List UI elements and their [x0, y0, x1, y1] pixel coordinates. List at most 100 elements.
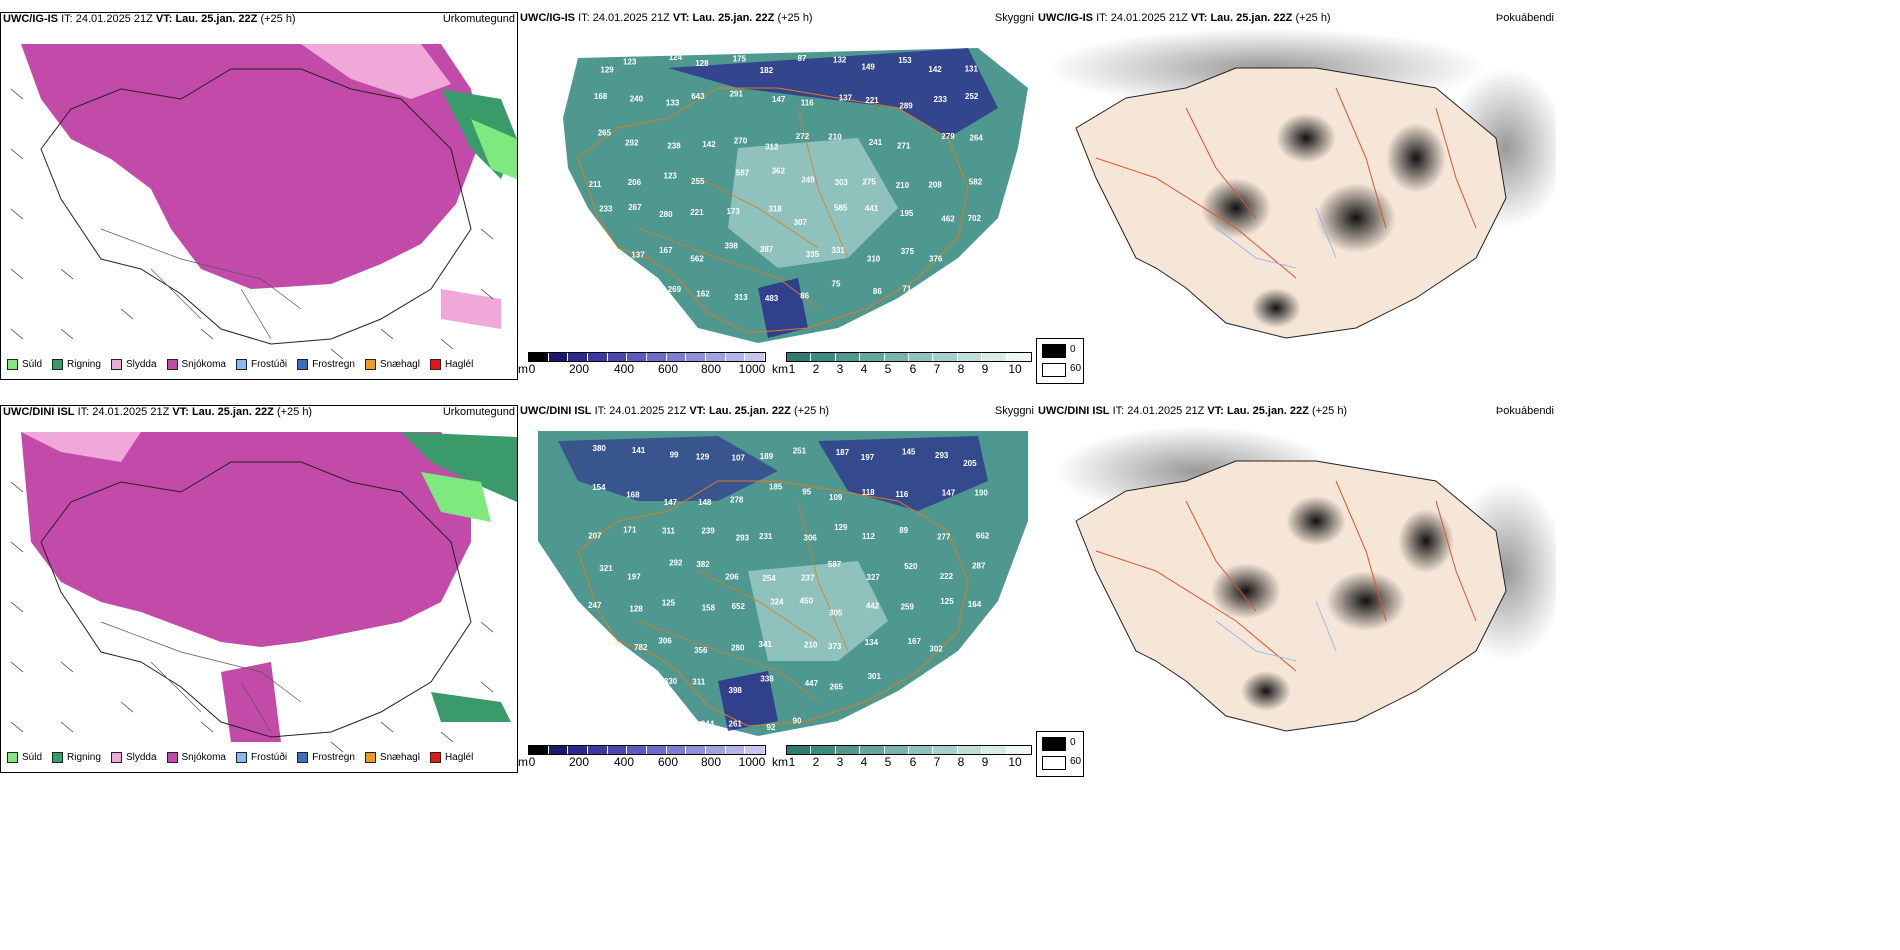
ceiling-label: 293 — [935, 451, 949, 460]
fog-legend-high: 0 — [1070, 344, 1076, 355]
ceiling-label: 313 — [734, 293, 748, 302]
ceiling-label: 132 — [833, 56, 847, 65]
ceiling-label: 99 — [670, 451, 679, 460]
legend-swatch — [52, 359, 64, 370]
ceiling-label: 255 — [691, 177, 705, 186]
ceiling-label: 75 — [832, 279, 841, 288]
fog-legend-swatch-high — [1042, 737, 1066, 751]
visibility-colorbar-row2: km 1 2 3 4 5 6 7 8 9 10 — [772, 745, 1036, 769]
ceiling-label: 168 — [594, 92, 608, 101]
ceiling-label: 145 — [902, 448, 916, 457]
ceiling-label: 272 — [796, 132, 810, 141]
ceiling-label: 270 — [734, 136, 748, 145]
ceiling-label: 293 — [736, 533, 750, 542]
ceiling-colorbar-segment — [529, 746, 549, 754]
vt-prefix: VT: — [672, 12, 690, 24]
it-value: 24.01.2025 21Z — [1127, 405, 1205, 417]
fog-legend-swatch-low — [1042, 363, 1066, 377]
ceiling-label: 129 — [600, 66, 614, 75]
visibility-tick: 1 — [788, 755, 796, 769]
ceiling-label: 277 — [937, 532, 951, 541]
lead-time: (+25 h) — [793, 405, 830, 417]
legend-item: Snæhagl — [364, 752, 420, 763]
panel-header: UWC/IG-IS IT: 24.01.2025 21Z VT: Lau. 25… — [520, 12, 1036, 26]
ceiling-label: 280 — [659, 210, 673, 219]
ceiling-label: 483 — [765, 294, 779, 303]
visibility-colorbar-segment — [957, 746, 983, 754]
ceiling-label: 142 — [702, 140, 716, 149]
ceiling-label: 662 — [976, 532, 990, 541]
ceiling-colorbar-row2: m 0 200 400 600 800 1000 — [518, 745, 768, 769]
ceiling-label: 643 — [691, 92, 705, 101]
ceiling-colorbar-strip — [528, 745, 766, 755]
ceiling-label: 520 — [904, 562, 918, 571]
vt-prefix: VT: — [155, 13, 173, 25]
ceiling-label: 189 — [760, 452, 774, 461]
ceiling-colorbar-segment — [745, 746, 766, 754]
ceiling-label: 109 — [829, 493, 843, 502]
ceiling-colorbar-segment — [725, 746, 746, 754]
lead-time: (+25 h) — [276, 406, 313, 418]
ceiling-label: 148 — [698, 498, 712, 507]
fog-legend-swatch-low — [1042, 756, 1066, 770]
visibility-colorbar-segment — [933, 353, 958, 361]
ceiling-label: 123 — [664, 172, 678, 181]
fog-legend-row1: 0 60 — [1036, 338, 1084, 384]
ceiling-label: 163 — [940, 688, 954, 697]
ceiling-label: 124 — [669, 53, 683, 62]
ceiling-label: 131 — [965, 64, 979, 73]
ceiling-label: 158 — [702, 603, 716, 612]
legend-label: Slydda — [125, 752, 157, 763]
visibility-tick: 4 — [860, 362, 868, 376]
legend-item: Súld — [7, 752, 42, 763]
legend-label: Frostúði — [250, 359, 288, 370]
visibility-colorbar-segment — [811, 746, 836, 754]
visibility-unit: km — [772, 362, 788, 376]
ceiling-label: 587 — [736, 168, 750, 177]
ceiling-label: 582 — [969, 178, 983, 187]
ceiling-colorbar-segment — [686, 353, 707, 361]
ceiling-label: 462 — [941, 214, 955, 223]
visibility-colorbar-segment — [982, 746, 1007, 754]
it-prefix: IT: — [1096, 12, 1108, 24]
ceiling-label: 338 — [760, 675, 774, 684]
ceiling-label: 291 — [730, 90, 744, 99]
legend-swatch — [364, 359, 376, 370]
visibility-map-row2: 380 141 99 129 107 189 251 187 197 145 293 205 154 16… — [518, 421, 1036, 741]
ceiling-colorbar-segment — [568, 746, 589, 754]
visibility-colorbar-segment — [884, 746, 910, 754]
visibility-tick: 2 — [812, 755, 820, 769]
ceiling-label: 252 — [965, 92, 979, 101]
ceiling-colorbar-segment — [706, 353, 726, 361]
visibility-colorbar-segment — [787, 353, 812, 361]
visibility-tick: 3 — [836, 755, 844, 769]
legend-swatch — [166, 359, 178, 370]
ceiling-label: 264 — [970, 133, 984, 142]
ceiling-label: 311 — [662, 527, 675, 536]
legend-swatch — [52, 752, 64, 763]
ceiling-tick: 0 — [528, 755, 536, 769]
ceiling-label: 442 — [866, 601, 880, 610]
legend-label: Frostúði — [250, 752, 288, 763]
ceiling-tick: 1000 — [738, 362, 766, 376]
precip-map-row2 — [1, 422, 517, 756]
ceiling-label: 241 — [869, 138, 883, 147]
ceiling-label: 128 — [695, 59, 709, 68]
ceiling-label: 249 — [801, 175, 815, 184]
visibility-colorbar-segment — [982, 353, 1007, 361]
ceiling-label: 149 — [862, 63, 876, 72]
ceiling-label: 239 — [701, 527, 715, 536]
ceiling-label: 289 — [899, 102, 913, 111]
ceiling-tick: 200 — [568, 755, 590, 769]
ceiling-label: 123 — [623, 57, 637, 66]
legend-label: Snæhagl — [379, 359, 420, 370]
ceiling-label: 71 — [902, 285, 911, 294]
it-prefix: IT: — [77, 406, 90, 418]
legend-swatch — [429, 359, 441, 370]
legend-label: Slydda — [125, 359, 157, 370]
model-name: UWC/IG-IS — [3, 13, 58, 25]
ceiling-label: 447 — [805, 679, 819, 688]
ceiling-label: 267 — [628, 203, 642, 212]
legend-label: Rigning — [67, 359, 101, 370]
ceiling-label: 95 — [802, 488, 811, 497]
